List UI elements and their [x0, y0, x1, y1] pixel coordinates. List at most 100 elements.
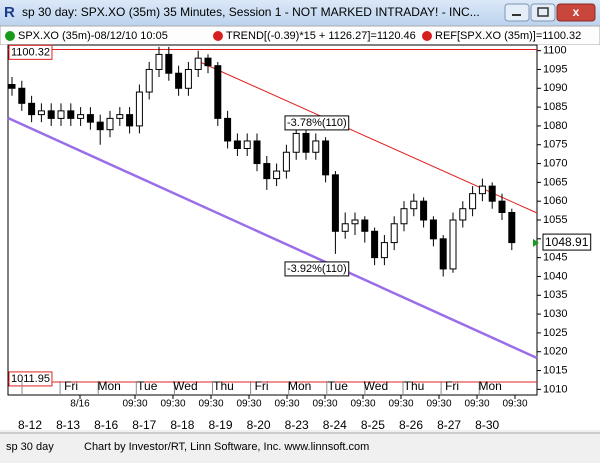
date-label: 8-19	[208, 418, 232, 432]
candle-body	[204, 57, 212, 67]
y-tick-label: 1060	[543, 195, 567, 207]
maximize-button[interactable]	[530, 3, 556, 22]
y-tick-label: 1065	[543, 176, 567, 188]
day-label: Wed	[173, 379, 197, 393]
last-price-arrow	[533, 238, 539, 247]
time-label: 09:30	[464, 399, 489, 410]
candle-body	[498, 200, 506, 213]
time-label: 8/16	[70, 399, 90, 410]
candle-body	[439, 238, 447, 270]
y-tick-label: 1040	[543, 270, 567, 282]
svg-text:x: x	[573, 5, 580, 19]
y-tick-label: 1080	[543, 120, 567, 132]
time-label: 09:30	[236, 399, 261, 410]
date-label: 8-23	[285, 418, 309, 432]
candle-body	[410, 200, 418, 210]
y-tick-label: 1035	[543, 289, 567, 301]
candle-body	[380, 242, 388, 259]
annotation-box	[284, 261, 350, 277]
candle-body	[184, 68, 192, 89]
candle-body	[429, 219, 437, 240]
day-label: Thu	[404, 379, 425, 393]
day-label: Fri	[255, 379, 269, 393]
candle-body	[302, 132, 310, 153]
candle-body	[145, 68, 153, 93]
day-label: Thu	[213, 379, 234, 393]
date-label: 8-25	[361, 418, 385, 432]
candle-body	[243, 140, 251, 149]
candle-body	[96, 121, 104, 131]
ref-label: 1011.95	[11, 373, 50, 385]
day-label: Mon	[98, 379, 121, 393]
chart-area	[0, 45, 600, 430]
candle-body	[67, 110, 75, 119]
candle-body	[478, 185, 486, 195]
candle-body	[116, 114, 124, 119]
window-title: sp 30 day: SPX.XO (35m) 35 Minutes, Sess…	[22, 5, 480, 19]
candle-body	[155, 53, 163, 70]
candle-body	[390, 223, 398, 244]
candle-body	[312, 140, 320, 153]
y-tick-label: 1010	[543, 383, 567, 395]
candle-body	[175, 72, 183, 89]
app-icon: R	[4, 4, 15, 21]
y-tick-label: 1070	[543, 157, 567, 169]
candle-body	[194, 57, 202, 70]
candle-body	[135, 91, 143, 127]
day-label: Mon	[479, 379, 502, 393]
legend-item: TREND[(-0.39)*15 + 1126.27]=1120.46	[226, 30, 416, 42]
candle-body	[361, 219, 369, 232]
candle-body	[273, 170, 281, 180]
day-label: Fri	[64, 379, 78, 393]
candle-body	[488, 185, 496, 202]
date-label: 8-16	[94, 418, 118, 432]
minimize-button[interactable]	[504, 3, 530, 22]
date-label: 8-26	[399, 418, 423, 432]
legend-item: REF[SPX.XO (35m)]=1100.32	[435, 30, 581, 42]
candle-body	[47, 110, 55, 119]
annotation: -3.92%(110)	[287, 263, 347, 275]
candle-body	[322, 140, 330, 176]
time-label: 09:30	[350, 399, 375, 410]
legend-item: SPX.XO (35m)-08/12/10 10:05	[18, 30, 168, 42]
legend-dot	[213, 31, 223, 41]
status-bar	[0, 433, 600, 463]
status-left: sp 30 day	[6, 441, 54, 453]
close-button[interactable]: x	[556, 3, 596, 22]
y-tick-label: 1075	[543, 139, 567, 151]
candle-body	[18, 87, 26, 104]
legend-dot	[5, 31, 15, 41]
candle-body	[86, 114, 94, 123]
date-label: 8-24	[323, 418, 347, 432]
date-label: 8-18	[170, 418, 194, 432]
y-tick-label: 1020	[543, 346, 567, 358]
time-label: 09:30	[426, 399, 451, 410]
candle-body	[253, 140, 261, 165]
y-tick-label: 1015	[543, 364, 567, 376]
time-label: 09:30	[274, 399, 299, 410]
candle-body	[508, 211, 516, 244]
candle-body	[331, 174, 339, 232]
ref-label-box	[8, 44, 53, 60]
day-label: Tue	[328, 379, 349, 393]
candle-body	[341, 223, 349, 232]
date-label: 8-30	[475, 418, 499, 432]
time-label: 09:30	[198, 399, 223, 410]
time-label: 09:30	[388, 399, 413, 410]
day-label: Fri	[445, 379, 459, 393]
candle-body	[57, 110, 65, 119]
annotation-box	[284, 115, 350, 131]
candle-body	[126, 114, 134, 127]
y-tick-label: 1095	[543, 63, 567, 75]
day-label: Tue	[137, 379, 158, 393]
candle-body	[263, 163, 271, 180]
date-label: 8-12	[18, 418, 42, 432]
day-label: Wed	[364, 379, 388, 393]
y-tick-label: 1030	[543, 308, 567, 320]
candle-body	[214, 65, 222, 119]
date-label: 8-20	[247, 418, 271, 432]
legend-dot	[422, 31, 432, 41]
time-label: 09:30	[122, 399, 147, 410]
y-tick-label: 1100	[543, 45, 567, 57]
